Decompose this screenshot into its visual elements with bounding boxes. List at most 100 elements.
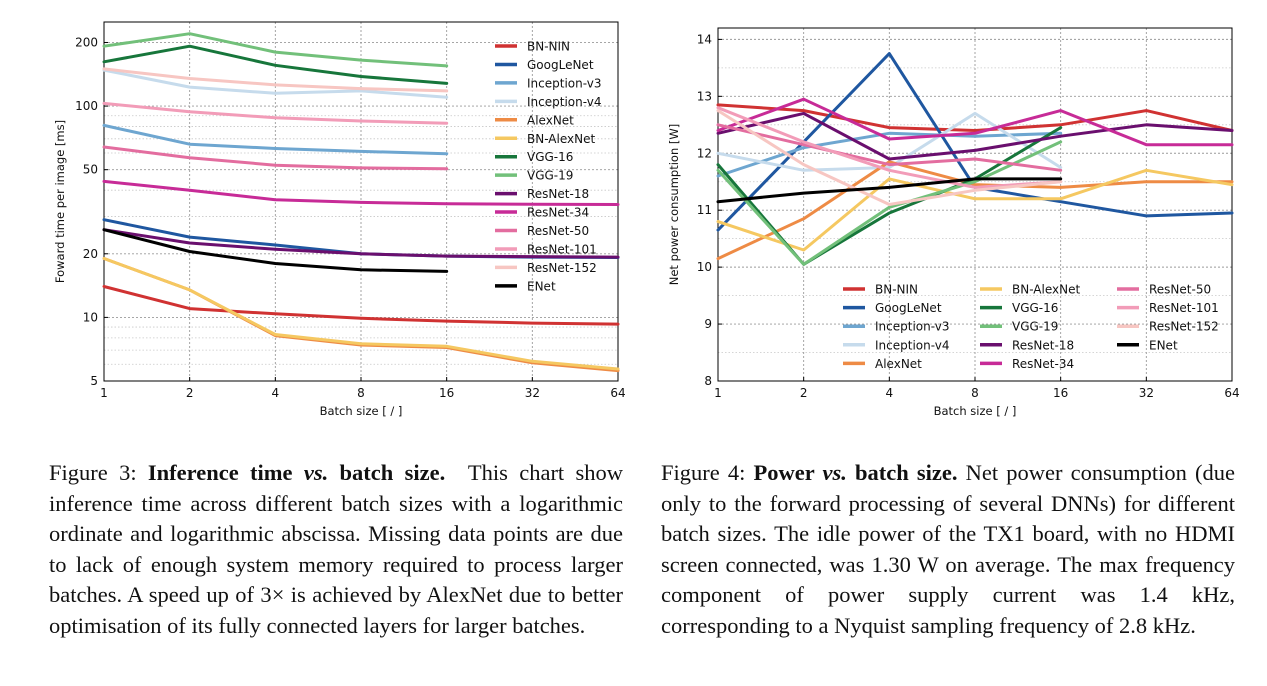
caption-label: Figure 3: xyxy=(49,460,137,485)
legend: BN-NIN GoogLeNet Inception-v3 Inception-v4 A… xyxy=(843,283,1219,371)
y-tick-label: 50 xyxy=(83,163,98,177)
y-tick-label: 13 xyxy=(697,89,712,103)
caption-title-part: batch size. xyxy=(339,460,446,485)
y-tick-label: 20 xyxy=(83,247,98,261)
figure-4-caption: Figure 4: Power vs. batch size. Net powe… xyxy=(661,458,1235,641)
plot-lines xyxy=(102,32,620,373)
legend-label-inception-v3: Inception-v3 xyxy=(875,320,949,334)
legend-label-inception-v4: Inception-v4 xyxy=(527,95,601,109)
caption-title: Power vs. batch size. xyxy=(754,460,958,485)
legend-label-googlenet: GoogLeNet xyxy=(527,58,594,72)
x-tick-label: 8 xyxy=(357,386,365,400)
legend-label-resnet-34: ResNet-34 xyxy=(527,206,589,220)
legend-label-enet: ENet xyxy=(1149,338,1178,352)
grid xyxy=(103,22,619,382)
series-line-resnet-18 xyxy=(102,228,620,259)
y-tick-label: 14 xyxy=(697,32,712,46)
legend-label-alexnet: AlexNet xyxy=(527,113,574,127)
x-tick-label: 8 xyxy=(971,386,979,400)
x-tick-label: 16 xyxy=(439,386,454,400)
series-line-resnet-18 xyxy=(716,111,1234,161)
legend-label-alexnet: AlexNet xyxy=(875,357,922,371)
legend-label-googlenet: GoogLeNet xyxy=(875,301,942,315)
legend-label-vgg-19: VGG-19 xyxy=(527,169,573,183)
series-line-inception-v3 xyxy=(716,131,1063,178)
figure-3-inference-time-chart: 1 2 4 8 16 32 64 5 10 20 50 100 200 BN-NIN GoogLeNet I… xyxy=(53,21,626,418)
y-tick-label: 100 xyxy=(75,99,98,113)
series-line-resnet-152 xyxy=(102,67,449,93)
legend-label-resnet-152: ResNet-152 xyxy=(1149,320,1219,334)
series-line-bn-alexnet xyxy=(716,168,1234,252)
x-tick-label: 32 xyxy=(1139,386,1154,400)
series-line-resnet-34 xyxy=(102,179,620,206)
series-line-bn-nin xyxy=(102,285,620,326)
legend-label-bn-alexnet: BN-AlexNet xyxy=(1012,283,1080,297)
series-line-resnet-50 xyxy=(716,123,1063,172)
axes: 1 2 4 8 16 32 64 5 10 20 50 100 200 xyxy=(75,21,626,400)
legend-label-resnet-50: ResNet-50 xyxy=(1149,283,1211,297)
caption-title-part: Inference time xyxy=(147,460,293,485)
caption-times: × xyxy=(271,582,285,607)
legend-label-resnet-18: ResNet-18 xyxy=(527,187,589,201)
series-line-inception-v3 xyxy=(102,123,449,156)
legend-label-inception-v4: Inception-v4 xyxy=(875,338,949,352)
x-tick-label: 1 xyxy=(714,386,722,400)
y-axis-label: Net power consumption [W] xyxy=(667,124,681,286)
plot-lines xyxy=(716,52,1234,266)
series-line-vgg-19 xyxy=(102,32,449,68)
series-line-resnet-152 xyxy=(716,109,1063,206)
legend-label-resnet-34: ResNet-34 xyxy=(1012,357,1074,371)
x-tick-label: 4 xyxy=(886,386,894,400)
caption-body: Net power consumption (due only to the f… xyxy=(661,460,1235,638)
caption-title-vs: vs. xyxy=(822,460,847,485)
legend-label-bn-nin: BN-NIN xyxy=(875,283,918,297)
legend-label-resnet-152: ResNet-152 xyxy=(527,261,597,275)
x-tick-label: 64 xyxy=(1224,386,1239,400)
series-line-inception-v4 xyxy=(716,111,1063,172)
legend: BN-NIN GoogLeNet Inception-v3 Inception-v4 A… xyxy=(495,40,601,293)
figure-3-caption: Figure 3: Inference time vs. batch size.… xyxy=(49,458,623,641)
legend-label-resnet-101: ResNet-101 xyxy=(1149,301,1219,315)
series-line-alexnet xyxy=(716,160,1234,261)
caption-title: Inference time vs. batch size. xyxy=(148,460,445,485)
caption-body: This chart show inference time across di… xyxy=(49,460,624,607)
x-tick-label: 32 xyxy=(525,386,540,400)
x-tick-label: 1 xyxy=(100,386,108,400)
legend-label-bn-nin: BN-NIN xyxy=(527,40,570,54)
x-tick-label: 64 xyxy=(610,386,625,400)
legend-label-resnet-18: ResNet-18 xyxy=(1012,338,1074,352)
legend-label-resnet-101: ResNet-101 xyxy=(527,242,597,256)
series-line-inception-v4 xyxy=(102,68,449,99)
caption-title-part: batch size. xyxy=(855,460,958,485)
series-line-resnet-50 xyxy=(102,145,449,171)
y-tick-label: 12 xyxy=(697,146,712,160)
series-line-vgg-16 xyxy=(102,44,449,85)
legend-label-vgg-16: VGG-16 xyxy=(1012,301,1058,315)
caption-title-part: Power xyxy=(753,460,815,485)
caption-body: is achieved by AlexNet due to better opt… xyxy=(49,582,623,638)
legend-label-bn-alexnet: BN-AlexNet xyxy=(527,132,595,146)
x-tick-label: 2 xyxy=(186,386,194,400)
y-tick-label: 10 xyxy=(83,310,98,324)
legend-label-inception-v3: Inception-v3 xyxy=(527,76,601,90)
legend-label-vgg-19: VGG-19 xyxy=(1012,320,1058,334)
series-line-resnet-101 xyxy=(102,101,449,125)
x-tick-label: 4 xyxy=(272,386,280,400)
legend-label-vgg-16: VGG-16 xyxy=(527,150,573,164)
series-line-bn-nin xyxy=(716,103,1234,132)
series-line-bn-alexnet xyxy=(102,257,620,371)
series-line-enet xyxy=(102,228,449,273)
caption-title-vs: vs. xyxy=(303,460,329,485)
legend-label-resnet-50: ResNet-50 xyxy=(527,224,589,238)
y-axis-label: Foward time per image [ms] xyxy=(53,120,67,283)
y-tick-label: 10 xyxy=(697,260,712,274)
series-line-resnet-34 xyxy=(716,97,1234,147)
x-axis-label: Batch size [ / ] xyxy=(320,404,403,418)
y-tick-label: 5 xyxy=(90,374,98,388)
legend-label-enet: ENet xyxy=(527,279,556,293)
series-line-resnet-101 xyxy=(716,106,1063,189)
caption-label: Figure 4: xyxy=(661,460,746,485)
x-tick-label: 2 xyxy=(800,386,808,400)
